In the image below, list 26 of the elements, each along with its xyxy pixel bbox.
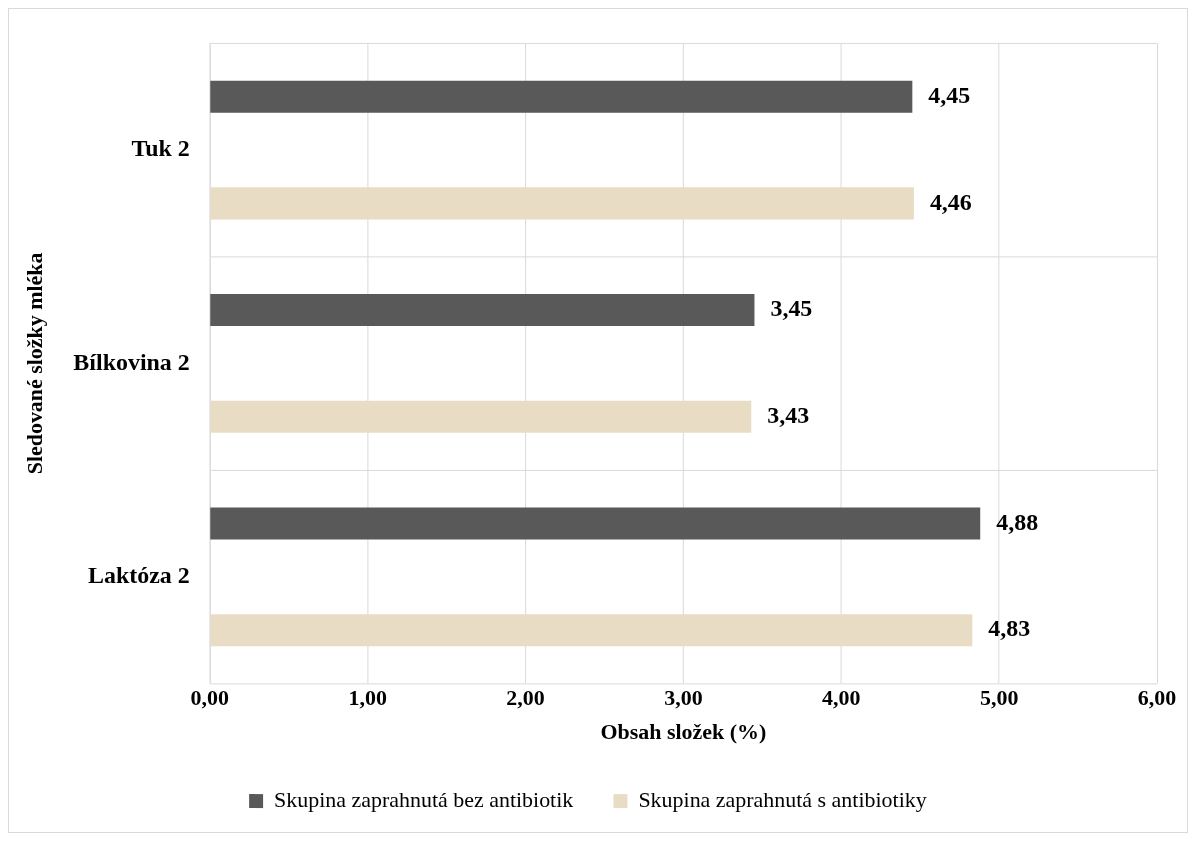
x-tick-label: 5,00 [979, 685, 1019, 711]
data-label: 4,88 [996, 508, 1039, 535]
x-tick-label: 2,00 [506, 685, 545, 711]
x-tick-label: 1,00 [348, 685, 387, 711]
x-axis-title: Obsah složek (%) [600, 718, 767, 744]
x-tick-label: 4,00 [822, 685, 861, 711]
y-tick-label: Laktóza 2 [88, 562, 190, 589]
data-label: 4,46 [929, 188, 972, 215]
x-tick-label: 0,00 [190, 685, 229, 711]
data-label: 3,45 [770, 295, 813, 322]
bar [210, 187, 914, 220]
bar [210, 614, 973, 647]
legend-label: Skupina zaprahnutá bez antibiotik [274, 786, 574, 812]
x-tick-label: 3,00 [664, 685, 703, 711]
y-tick-label: Tuk 2 [131, 135, 190, 162]
bar [210, 80, 913, 113]
bar [210, 507, 981, 540]
bar [210, 294, 755, 327]
legend-label: Skupina zaprahnutá s antibiotiky [638, 786, 927, 812]
y-axis-title: Sledované složky mléka [21, 252, 47, 475]
data-label: 4,83 [988, 615, 1031, 642]
data-label: 3,43 [767, 401, 810, 428]
bar [210, 400, 752, 433]
y-tick-label: Bílkovina 2 [73, 348, 190, 375]
x-tick-label: 6,00 [1137, 685, 1177, 711]
data-label: 4,45 [928, 81, 971, 108]
